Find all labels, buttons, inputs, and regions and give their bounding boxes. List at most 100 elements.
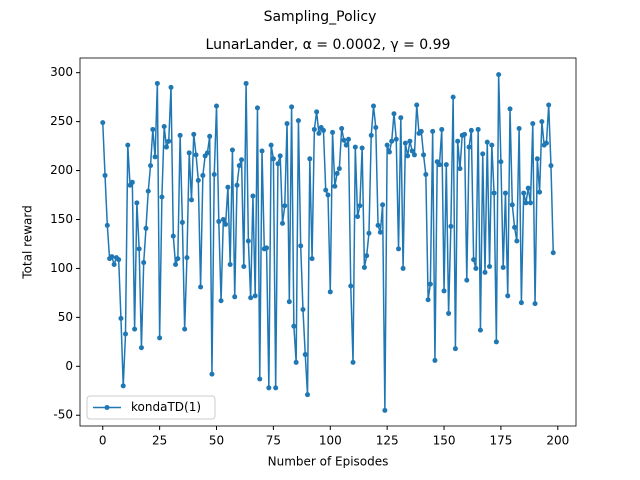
marker (193, 152, 199, 158)
x-tick-label: 125 (376, 434, 399, 448)
marker (289, 104, 295, 110)
marker (223, 221, 229, 227)
y-tick-label: 0 (65, 359, 73, 373)
marker (311, 126, 317, 132)
chart-title: LunarLander, α = 0.0002, γ = 0.99 (206, 37, 451, 53)
marker (323, 187, 329, 193)
marker (157, 335, 163, 341)
marker (418, 128, 424, 134)
marker (245, 238, 251, 244)
marker (148, 163, 154, 169)
marker (546, 102, 552, 108)
marker (375, 222, 381, 228)
marker (518, 300, 524, 306)
marker (480, 151, 486, 157)
marker (136, 246, 142, 252)
marker (391, 111, 397, 117)
marker (512, 224, 518, 230)
marker (421, 152, 427, 158)
marker (143, 225, 149, 231)
marker (446, 310, 452, 316)
marker (450, 94, 456, 100)
marker (498, 159, 504, 165)
x-tick-label: 75 (266, 434, 281, 448)
marker (325, 192, 331, 198)
marker (300, 307, 306, 313)
marker (214, 103, 220, 109)
suptitle: Sampling_Policy (264, 9, 377, 25)
marker (491, 190, 497, 196)
marker (448, 223, 454, 229)
marker (477, 327, 483, 333)
marker (502, 190, 508, 196)
marker (550, 250, 556, 256)
marker (398, 115, 404, 121)
marker (537, 189, 543, 195)
marker (489, 142, 495, 148)
marker (161, 124, 167, 130)
marker (366, 230, 372, 236)
marker (305, 392, 311, 398)
marker (373, 124, 379, 130)
x-tick-label: 200 (546, 434, 569, 448)
marker (343, 142, 349, 148)
legend-label: kondaTD(1) (131, 400, 201, 414)
marker (191, 131, 197, 137)
x-tick-label: 50 (209, 434, 224, 448)
marker (396, 246, 402, 252)
marker (123, 331, 129, 337)
marker (466, 144, 472, 150)
marker (225, 184, 231, 190)
marker (414, 102, 420, 108)
marker (423, 171, 429, 177)
x-tick-label: 25 (152, 434, 167, 448)
marker (320, 127, 326, 133)
y-tick-label: 200 (50, 163, 73, 177)
marker (307, 156, 313, 162)
marker (179, 219, 185, 225)
marker (341, 137, 347, 143)
x-axis-label: Number of Episodes (268, 455, 389, 469)
marker (521, 190, 527, 196)
marker (198, 284, 204, 290)
marker (539, 119, 545, 125)
marker (116, 257, 122, 263)
marker (275, 161, 281, 167)
marker (209, 371, 215, 377)
marker (184, 255, 190, 261)
marker (475, 126, 481, 132)
marker (302, 352, 308, 358)
marker (359, 145, 365, 151)
marker (200, 172, 206, 178)
marker (371, 103, 377, 109)
x-tick-label: 0 (99, 434, 107, 448)
marker (500, 264, 506, 270)
marker (336, 166, 342, 172)
marker (254, 105, 260, 111)
marker (457, 166, 463, 172)
marker (138, 345, 144, 351)
marker (427, 281, 433, 287)
marker (163, 144, 169, 150)
marker (173, 262, 179, 268)
y-tick-label: 250 (50, 114, 73, 128)
marker (471, 257, 477, 263)
marker (154, 80, 160, 86)
marker (250, 193, 256, 199)
marker (352, 144, 358, 150)
y-tick-label: 50 (58, 310, 73, 324)
marker (159, 194, 165, 200)
marker (182, 326, 188, 332)
marker (525, 185, 531, 191)
marker (487, 263, 493, 269)
marker (327, 289, 333, 295)
y-axis-label: Total reward (21, 205, 35, 279)
marker (411, 152, 417, 158)
marker (152, 154, 158, 160)
marker (386, 149, 392, 155)
marker (484, 139, 490, 145)
marker (216, 218, 222, 224)
marker (548, 163, 554, 169)
marker (125, 142, 131, 148)
